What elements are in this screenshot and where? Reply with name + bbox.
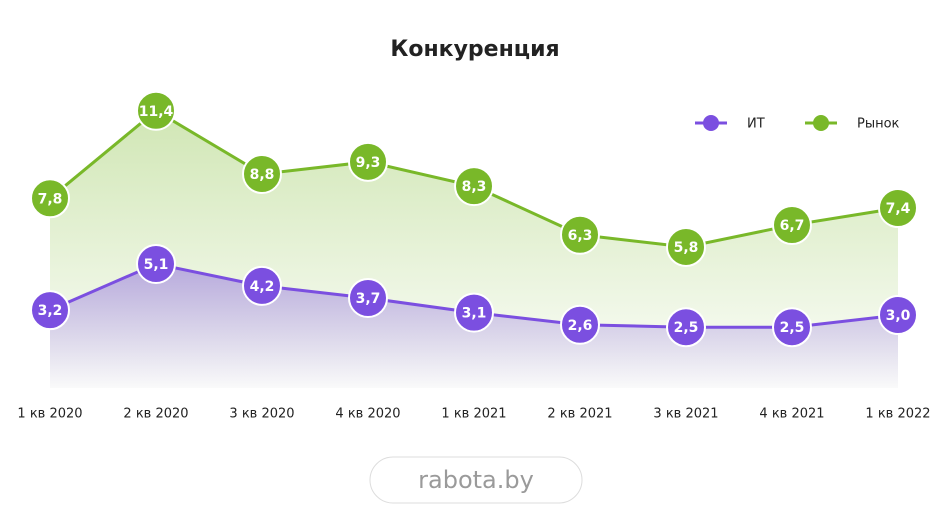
x-tick-label: 2 кв 2020 [123,407,188,422]
x-tick-label: 4 кв 2020 [335,407,400,422]
legend-marker [813,115,829,131]
point [30,290,70,331]
x-tick-label: 3 кв 2020 [229,407,294,422]
point [348,278,388,319]
data-label: 2,6 [568,318,593,334]
point [878,295,918,336]
data-label: 5,8 [674,240,699,256]
data-label: 6,7 [780,218,805,234]
point [242,153,282,194]
point [30,178,70,219]
point [878,188,918,229]
data-label: 2,5 [780,320,805,336]
data-label: 9,3 [356,155,381,171]
data-label: 5,1 [144,257,169,273]
watermark: rabota.by [418,466,534,494]
point [666,226,706,267]
data-label: 6,3 [568,228,593,244]
point [454,166,494,207]
point [242,265,282,306]
data-label: 11,4 [139,104,174,120]
data-label: 3,7 [356,291,381,307]
chart-title: Конкуренция [390,37,559,62]
data-label: 8,8 [250,167,275,183]
data-label: 2,5 [674,320,699,336]
legend-label: ИТ [747,117,765,132]
data-label: 7,8 [38,191,63,207]
data-label: 3,0 [886,308,911,324]
point [348,141,388,182]
data-label: 4,2 [250,279,275,295]
point [454,292,494,333]
point [666,307,706,348]
x-tick-label: 1 кв 2020 [17,407,82,422]
point [136,90,176,131]
data-label: 3,2 [38,303,63,319]
x-tick-label: 3 кв 2021 [653,407,718,422]
point [136,243,176,284]
point [772,205,812,246]
point [560,304,600,345]
x-tick-label: 4 кв 2021 [759,407,824,422]
data-label: 8,3 [462,179,487,195]
legend-label: Рынок [857,117,900,132]
data-label: 7,4 [886,201,911,217]
x-tick-label: 1 кв 2021 [441,407,506,422]
point [560,214,600,255]
x-tick-label: 2 кв 2021 [547,407,612,422]
x-tick-label: 1 кв 2022 [865,407,930,422]
watermark-box [369,456,583,504]
data-label: 3,1 [462,306,487,322]
legend-marker [703,115,719,131]
point [772,307,812,348]
